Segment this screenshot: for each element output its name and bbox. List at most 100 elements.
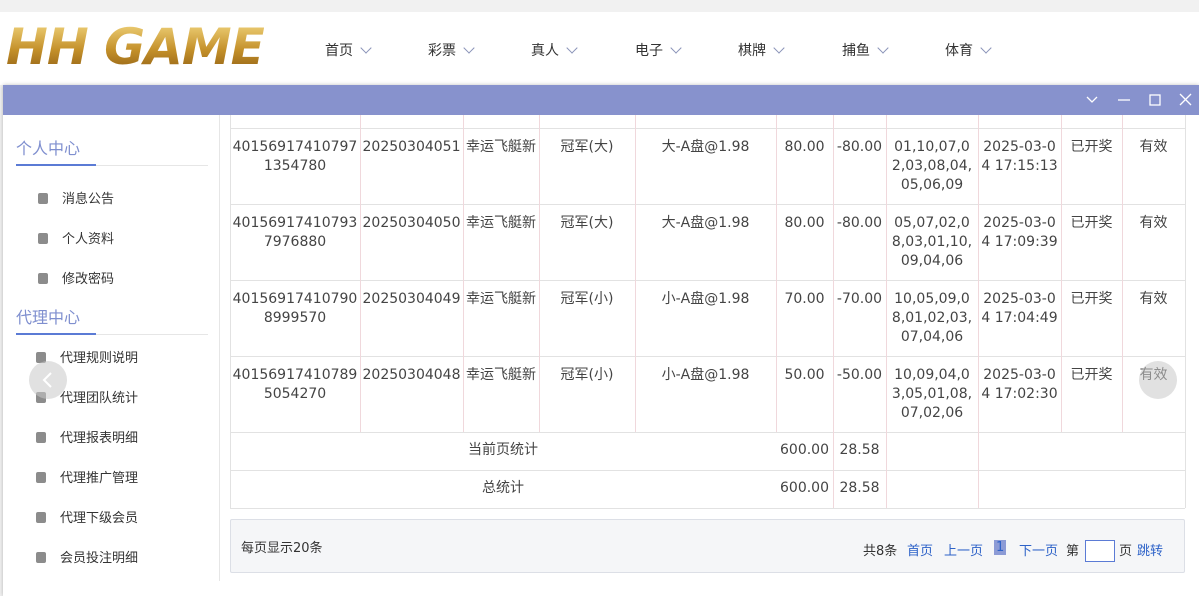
sidebar-item[interactable]: 代理报表明细: [36, 427, 138, 446]
collapse-button[interactable]: [1086, 96, 1098, 103]
sidebar-item[interactable]: 个人资料: [38, 228, 114, 247]
nav-item[interactable]: 棋牌: [738, 40, 785, 60]
table-cell: 冠军(小): [560, 367, 614, 383]
sidebar-item[interactable]: 会员投注明细: [36, 547, 138, 566]
item-label: 代理团队统计: [60, 391, 139, 406]
row-line: [230, 280, 1185, 281]
table-cell: 20250304049: [362, 291, 461, 307]
item-label: 代理规则说明: [60, 351, 139, 366]
item-label: 会员投注明细: [60, 551, 139, 566]
col-line: [463, 115, 464, 432]
table-cell: 冠军(大): [560, 215, 614, 231]
sidebar-item[interactable]: 代理推广管理: [36, 467, 138, 486]
table-cell: 小-A盘@1.98: [661, 291, 750, 307]
table-cell: 大-A盘@1.98: [661, 139, 750, 155]
maximize-button[interactable]: [1149, 94, 1161, 106]
table-cell: 2025-03-04 17:04:49: [981, 291, 1058, 326]
table-cell: 已开奖: [1070, 291, 1113, 307]
sidebar-item[interactable]: 消息公告: [38, 188, 114, 207]
col-line: [1122, 115, 1123, 432]
table-cell: 大-A盘@1.98: [661, 215, 750, 231]
table-cell: 10,05,09,08,01,02,03,07,04,06: [891, 291, 973, 345]
table-cell: 401569174107895054270: [232, 367, 358, 402]
next-arrow[interactable]: [1139, 361, 1177, 399]
nav-item[interactable]: 电子: [635, 40, 682, 60]
item-label: 代理报表明细: [60, 431, 139, 446]
chevron: [877, 42, 889, 54]
pagination: 每页显示20条 共8条 首页 上一页 1 下一页第 页跳转: [230, 519, 1185, 573]
total: 共8条: [863, 544, 898, 559]
col-line: [1185, 115, 1186, 508]
table-cell: 幸运飞艇新: [466, 291, 536, 307]
icon: [38, 193, 48, 204]
sidebar-item[interactable]: 代理下级会员: [36, 507, 138, 526]
close-button[interactable]: [1179, 93, 1192, 106]
window: 个人中心 消息公告 个人资料 修改密码 代理中心 代理规则说明 代理团队统计 代理报表明细 代理…: [3, 85, 1199, 596]
nav-item[interactable]: 捕鱼: [842, 40, 889, 60]
summary-amount: 600.00: [780, 442, 829, 458]
col-line: [635, 115, 636, 432]
jump[interactable]: 跳转: [1137, 544, 1164, 559]
col-line: [1061, 115, 1062, 432]
col-line: [230, 115, 231, 508]
divider-active: [16, 333, 96, 335]
icon: [36, 472, 46, 483]
sidebar-item[interactable]: 修改密码: [38, 268, 114, 287]
sidebar-item[interactable]: 代理规则说明: [36, 347, 138, 366]
page-input[interactable]: [1085, 540, 1115, 562]
divider-active: [16, 164, 96, 166]
nav-item[interactable]: 体育: [945, 40, 992, 60]
summary-profit: 28.58: [839, 442, 880, 458]
table-cell: 20250304050: [362, 215, 461, 231]
chevron: [360, 42, 372, 54]
divider: [16, 165, 208, 166]
nav-item[interactable]: 彩票: [428, 40, 475, 60]
current[interactable]: 1: [994, 540, 1007, 555]
table-cell: 2025-03-04 17:09:39: [981, 215, 1058, 250]
table-cell: 80.00: [784, 139, 825, 155]
chevron: [463, 42, 475, 54]
table-cell: 有效: [1139, 215, 1168, 231]
icon: [36, 552, 46, 563]
table-cell: 80.00: [784, 215, 825, 231]
table-cell: 20250304048: [362, 367, 461, 383]
col-line: [886, 115, 887, 508]
window-controls: [1086, 93, 1192, 106]
table-cell: -70.00: [836, 291, 883, 307]
row-line: [230, 128, 1185, 129]
summary-label: 当前页统计: [468, 442, 538, 458]
icon: [38, 233, 48, 244]
table-cell: -80.00: [836, 139, 883, 155]
nav-item[interactable]: 真人: [531, 40, 578, 60]
chevron: [566, 42, 578, 54]
section-title: 个人中心: [16, 139, 81, 158]
col-line: [978, 115, 979, 508]
next[interactable]: 下一页: [1019, 544, 1059, 559]
nav-label: 棋牌: [738, 43, 766, 59]
first[interactable]: 首页: [907, 544, 934, 559]
nav-item[interactable]: 首页: [325, 40, 372, 60]
header: HH GAME 首页 彩票 真人 电子 棋牌 捕鱼 体育: [0, 12, 1199, 85]
prev[interactable]: 上一页: [944, 544, 984, 559]
summary-label: 总统计: [482, 480, 524, 496]
table-cell: 70.00: [784, 291, 825, 307]
table-cell: 401569174107937976880: [232, 215, 358, 250]
col-line: [360, 115, 361, 432]
table-cell: 已开奖: [1070, 367, 1113, 383]
icon: [36, 512, 46, 523]
chevron: [980, 42, 992, 54]
divider: [16, 334, 208, 335]
summary-profit: 28.58: [839, 480, 880, 496]
col-line: [833, 115, 834, 508]
table-cell: 401569174107908999570: [232, 291, 358, 326]
table-cell: 05,07,02,08,03,01,10,09,04,06: [891, 215, 973, 269]
table-cell: 小-A盘@1.98: [661, 367, 750, 383]
summary-amount: 600.00: [780, 480, 829, 496]
page-size: 每页显示20条: [241, 541, 323, 556]
row-line: [230, 204, 1185, 205]
logo[interactable]: HH GAME: [6, 18, 265, 76]
prev-arrow[interactable]: [29, 361, 67, 399]
table-cell: 冠军(大): [560, 139, 614, 155]
item-label: 消息公告: [62, 192, 115, 207]
icon: [36, 352, 46, 363]
